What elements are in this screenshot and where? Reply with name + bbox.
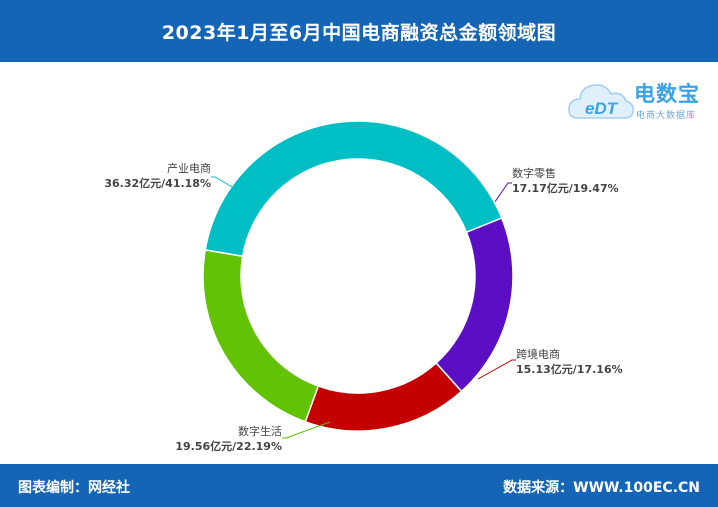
- leader-line-产业电商: [211, 176, 240, 192]
- slice-跨境电商: [304, 362, 463, 432]
- chart-title: 2023年1月至6月中国电商融资总金额领域图: [161, 21, 557, 44]
- slice-value-label: 19.56亿元/22.19%: [175, 439, 282, 453]
- slice-value-label: 15.13亿元/17.16%: [516, 362, 623, 376]
- slice-name-label: 跨境电商: [516, 347, 560, 361]
- slice-name-label: 数字零售: [512, 166, 556, 180]
- footer-source: 数据来源：WWW.100EC.CN: [503, 480, 700, 496]
- logo-subtitle: 电商大数据库: [636, 111, 697, 121]
- slice-value-label: 17.17亿元/19.47%: [512, 181, 619, 195]
- logo-name: 电数宝: [634, 82, 700, 106]
- leader-line-数字生活: [282, 421, 331, 439]
- footer-bar: 图表编制：网经社 数据来源：WWW.100EC.CN: [0, 464, 718, 507]
- slice-name-label: 产业电商: [167, 161, 211, 175]
- footer-credit: 图表编制：网经社: [18, 480, 130, 496]
- cloud-logo-icon: eDT: [568, 84, 634, 119]
- logo-mark: eDT: [585, 99, 619, 118]
- edt-logo: eDT 电数宝 电商大数据库: [566, 70, 716, 130]
- slice-name-label: 数字生活: [238, 424, 282, 438]
- slice-value-label: 36.32亿元/41.18%: [104, 176, 211, 190]
- slice-产业电商: [204, 120, 503, 258]
- slice-数字生活: [202, 248, 320, 423]
- leader-line-跨境电商: [477, 359, 516, 380]
- chart-title-bar: 2023年1月至6月中国电商融资总金额领域图: [0, 0, 718, 62]
